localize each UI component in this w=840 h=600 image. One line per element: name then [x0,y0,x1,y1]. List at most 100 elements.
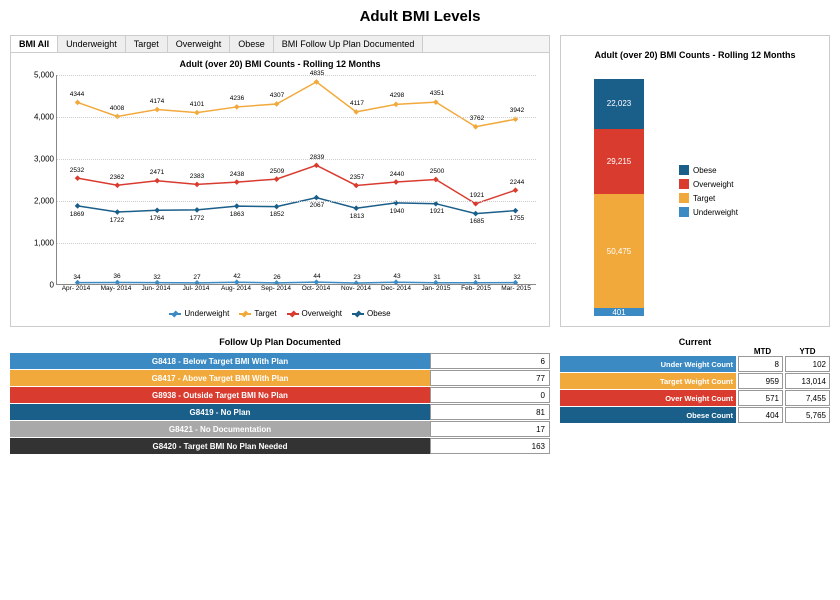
grid-line [57,75,536,76]
y-tick: 4,000 [34,113,54,122]
followup-value: 17 [430,421,550,437]
data-label: 1813 [350,213,364,220]
data-label: 2471 [150,169,164,176]
main-row: BMI AllUnderweightTargetOverweightObeseB… [0,35,840,327]
data-label: 2244 [510,179,524,186]
data-label: 1921 [430,208,444,215]
y-tick: 0 [50,281,54,290]
data-label: 4344 [70,91,84,98]
followup-label: G8421 - No Documentation [10,421,430,437]
data-label: 4174 [150,98,164,105]
data-label: 1755 [510,215,524,222]
current-row: Under Weight Count8102 [560,356,830,372]
followup-row: G8420 - Target BMI No Plan Needed163 [10,438,550,454]
legend-item: Overweight [287,309,342,318]
y-tick: 5,000 [34,71,54,80]
current-ytd: 13,014 [785,373,830,389]
x-axis: Apr- 2014May- 2014Jun- 2014Jul- 2014Aug-… [56,285,536,305]
stacked-bar: 22,02329,21550,475401 [594,79,644,316]
stack-segment-obese: 22,023 [594,79,644,129]
x-label: Feb- 2015 [456,285,496,305]
data-label: 2500 [430,168,444,175]
followup-row: G8419 - No Plan81 [10,404,550,420]
current-label: Target Weight Count [560,373,736,389]
legend-item: Obese [352,309,391,318]
stack-segment-target: 50,475 [594,194,644,308]
data-label: 4008 [110,105,124,112]
x-label: Jun- 2014 [136,285,176,305]
legend-label: Underweight [693,208,738,217]
data-label: 31 [433,274,440,281]
data-label: 32 [153,274,160,281]
followup-row: G8417 - Above Target BMI With Plan77 [10,370,550,386]
data-label: 4101 [190,101,204,108]
legend-label: Target [254,309,276,318]
tab-obese[interactable]: Obese [230,36,274,52]
data-label: 27 [193,274,200,281]
data-label: 2532 [70,167,84,174]
legend-swatch [679,193,689,203]
legend-label: Overweight [302,309,342,318]
data-label: 1940 [390,208,404,215]
tab-target[interactable]: Target [126,36,168,52]
followup-label: G8420 - Target BMI No Plan Needed [10,438,430,454]
data-label: 34 [73,274,80,281]
x-label: Jan- 2015 [416,285,456,305]
legend-swatch [679,165,689,175]
stacked-legend: ObeseOverweightTargetUnderweight [679,66,738,316]
data-label: 1722 [110,217,124,224]
followup-label: G8417 - Above Target BMI With Plan [10,370,430,386]
tab-overweight[interactable]: Overweight [168,36,231,52]
followup-label: G8419 - No Plan [10,404,430,420]
line-legend: Underweight Target Overweight Obese [11,305,549,326]
followup-label: G8938 - Outside Target BMI No Plan [10,387,430,403]
current-header: MTD YTD [560,347,830,356]
legend-swatch [352,313,364,315]
data-label: 42 [233,273,240,280]
data-label: 23 [353,274,360,281]
tab-bmi-all[interactable]: BMI All [11,36,58,52]
data-label: 2362 [110,174,124,181]
data-label: 2067 [310,202,324,209]
legend-label: Target [693,194,715,203]
data-label: 3762 [470,115,484,122]
legend-item: Target [239,309,276,318]
current-mtd: 404 [738,407,783,423]
data-label: 2839 [310,154,324,161]
stack-segment-underweight: 401 [594,308,644,316]
tabs: BMI AllUnderweightTargetOverweightObeseB… [11,36,549,53]
tab-underweight[interactable]: Underweight [58,36,126,52]
x-label: May- 2014 [96,285,136,305]
legend-label: Underweight [184,309,229,318]
legend-swatch [679,179,689,189]
followup-label: G8418 - Below Target BMI With Plan [10,353,430,369]
data-label: 4236 [230,95,244,102]
legend-swatch [239,313,251,315]
x-label: Aug- 2014 [216,285,256,305]
data-label: 32 [513,274,520,281]
grid-line [57,243,536,244]
data-label: 2438 [230,171,244,178]
data-label: 36 [113,273,120,280]
col-ytd: YTD [785,347,830,356]
x-label: Jul- 2014 [176,285,216,305]
stacked-chart-panel: Adult (over 20) BMI Counts - Rolling 12 … [560,35,830,327]
data-label: 4117 [350,100,364,107]
current-label: Over Weight Count [560,390,736,406]
data-label: 2383 [190,173,204,180]
x-label: Mar- 2015 [496,285,536,305]
grid-line [57,201,536,202]
bottom-row: Follow Up Plan Documented G8418 - Below … [0,327,840,465]
stack-legend-item: Obese [679,165,738,175]
data-label: 26 [273,274,280,281]
followup-title: Follow Up Plan Documented [10,337,550,353]
x-label: Sep- 2014 [256,285,296,305]
tab-bmi-follow-up-plan-documented[interactable]: BMI Follow Up Plan Documented [274,36,424,52]
x-label: Nov- 2014 [336,285,376,305]
stack-segment-overweight: 29,215 [594,129,644,195]
legend-swatch [679,207,689,217]
followup-value: 77 [430,370,550,386]
page-title: Adult BMI Levels [0,0,840,35]
legend-label: Obese [367,309,391,318]
followup-row: G8938 - Outside Target BMI No Plan0 [10,387,550,403]
